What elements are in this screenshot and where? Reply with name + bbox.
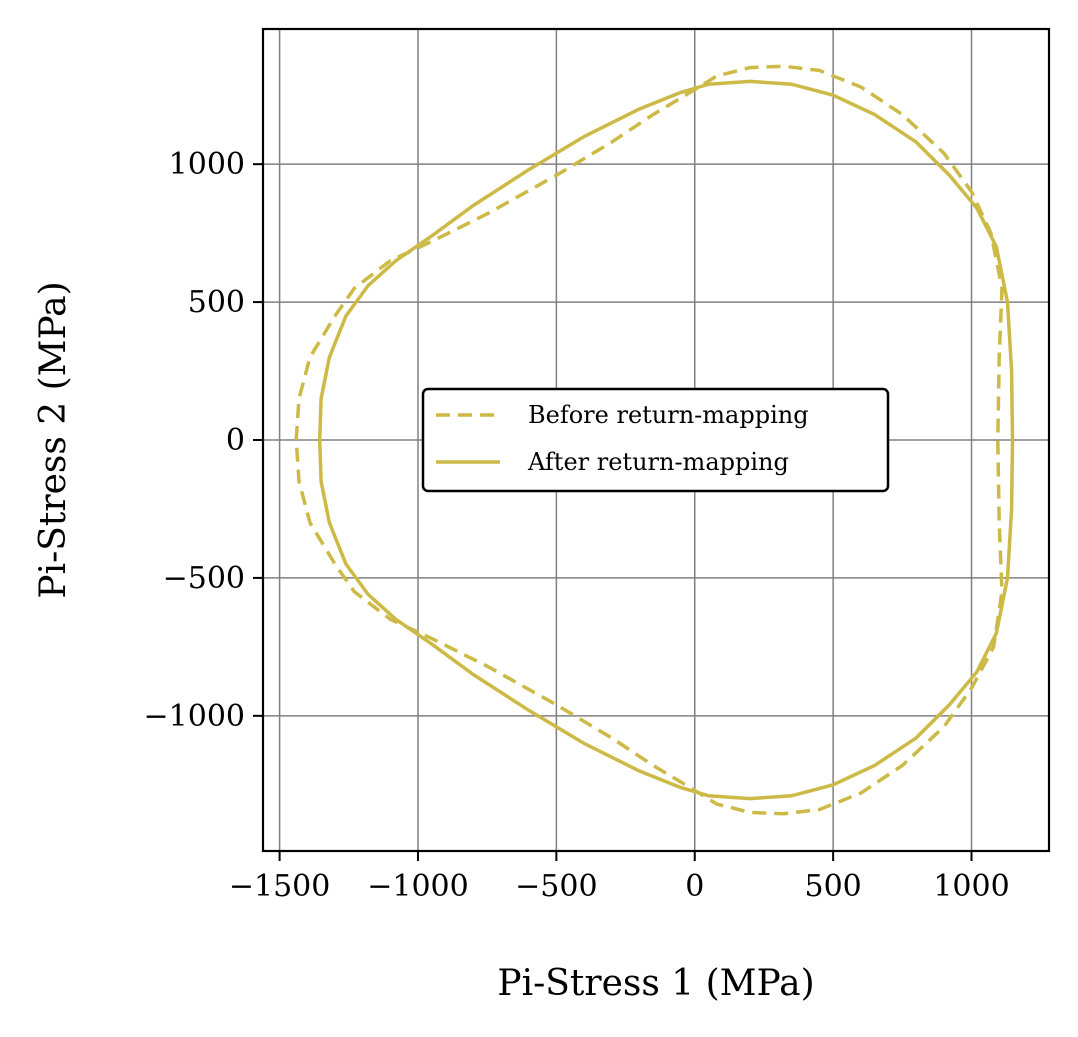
- x-tick-label: 0: [685, 869, 704, 904]
- legend: Before return-mapping After return-mappi…: [421, 387, 890, 493]
- y-tick-label: −1000: [144, 699, 245, 734]
- x-tick-label: 1000: [933, 869, 1009, 904]
- y-tick-label: 1000: [169, 147, 245, 182]
- y-tick-label: −500: [163, 561, 245, 596]
- y-tick-label: 0: [226, 423, 245, 458]
- y-axis-label: Pi-Stress 2 (MPa): [33, 281, 74, 598]
- legend-label-after: After return-mapping: [527, 448, 789, 476]
- series-before-return-mapping: [294, 64, 1004, 816]
- x-tick-label: −1000: [367, 869, 468, 904]
- y-axis-ticks: −1000 −500 0 500 1000: [144, 147, 263, 734]
- series-after-return-mapping: [317, 79, 1015, 801]
- x-tick-label: −500: [515, 869, 597, 904]
- series-layer: [294, 64, 1015, 816]
- x-axis-ticks: −1500 −1000 −500 0 500 1000: [229, 851, 1010, 904]
- legend-label-before: Before return-mapping: [528, 401, 809, 429]
- y-tick-label: 500: [188, 285, 245, 320]
- x-axis-label: Pi-Stress 1 (MPa): [497, 963, 814, 1004]
- legend-box: [421, 387, 890, 493]
- x-tick-label: 500: [804, 869, 861, 904]
- x-tick-label: −1500: [229, 869, 330, 904]
